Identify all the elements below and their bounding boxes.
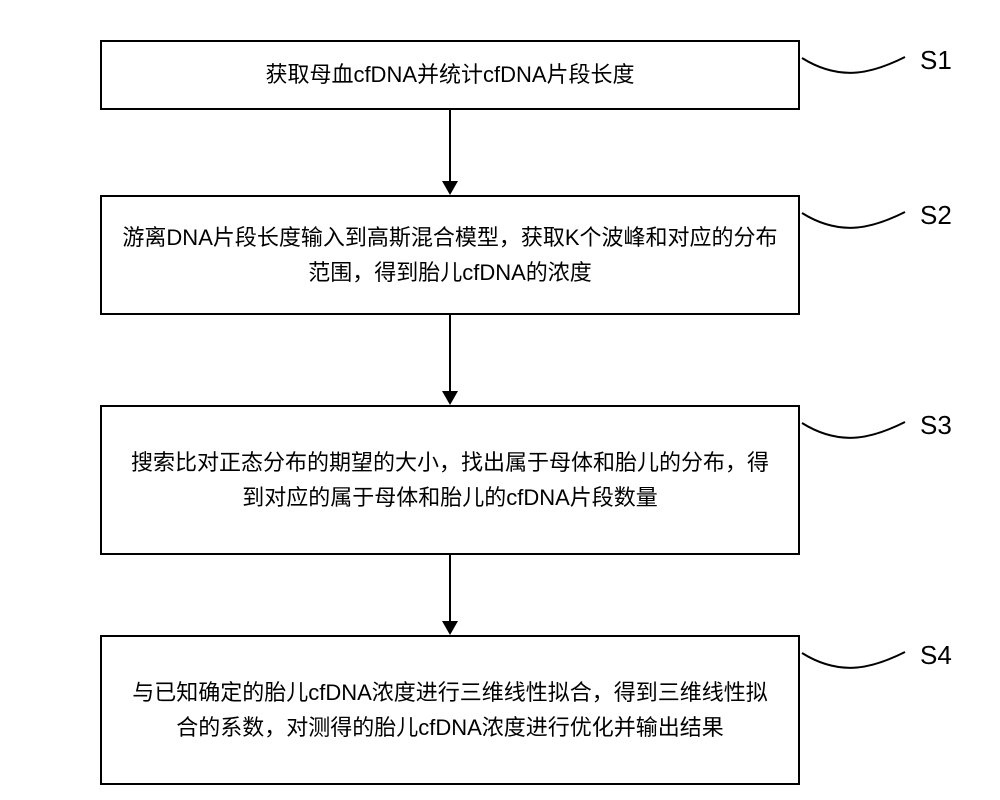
step-text: 获取母血cfDNA并统计cfDNA片段长度 [265,57,634,92]
arrow-head-icon [442,621,458,635]
step-box-s2: 游离DNA片段长度输入到高斯混合模型，获取K个波峰和对应的分布范围，得到胎儿cf… [100,195,800,315]
step-text: 搜索比对正态分布的期望的大小，找出属于母体和胎儿的分布，得到对应的属于母体和胎儿… [122,445,778,515]
step-box-s3: 搜索比对正态分布的期望的大小，找出属于母体和胎儿的分布，得到对应的属于母体和胎儿… [100,405,800,555]
label-connector-curve [802,422,905,438]
flowchart-canvas: 获取母血cfDNA并统计cfDNA片段长度 游离DNA片段长度输入到高斯混合模型… [0,0,1000,800]
step-text: 游离DNA片段长度输入到高斯混合模型，获取K个波峰和对应的分布范围，得到胎儿cf… [122,220,778,290]
arrow-head-icon [442,391,458,405]
label-connector-curve [802,652,905,668]
label-connector-curve [802,57,905,73]
step-text: 与已知确定的胎儿cfDNA浓度进行三维线性拟合，得到三维线性拟合的系数，对测得的… [122,675,778,745]
step-box-s4: 与已知确定的胎儿cfDNA浓度进行三维线性拟合，得到三维线性拟合的系数，对测得的… [100,635,800,785]
label-curves-group [802,57,905,668]
arrows-group [442,110,458,635]
step-label-s1: S1 [920,45,952,76]
label-connector-curve [802,212,905,228]
step-label-s3: S3 [920,410,952,441]
step-label-s4: S4 [920,640,952,671]
step-label-s2: S2 [920,200,952,231]
step-box-s1: 获取母血cfDNA并统计cfDNA片段长度 [100,40,800,110]
arrow-head-icon [442,181,458,195]
